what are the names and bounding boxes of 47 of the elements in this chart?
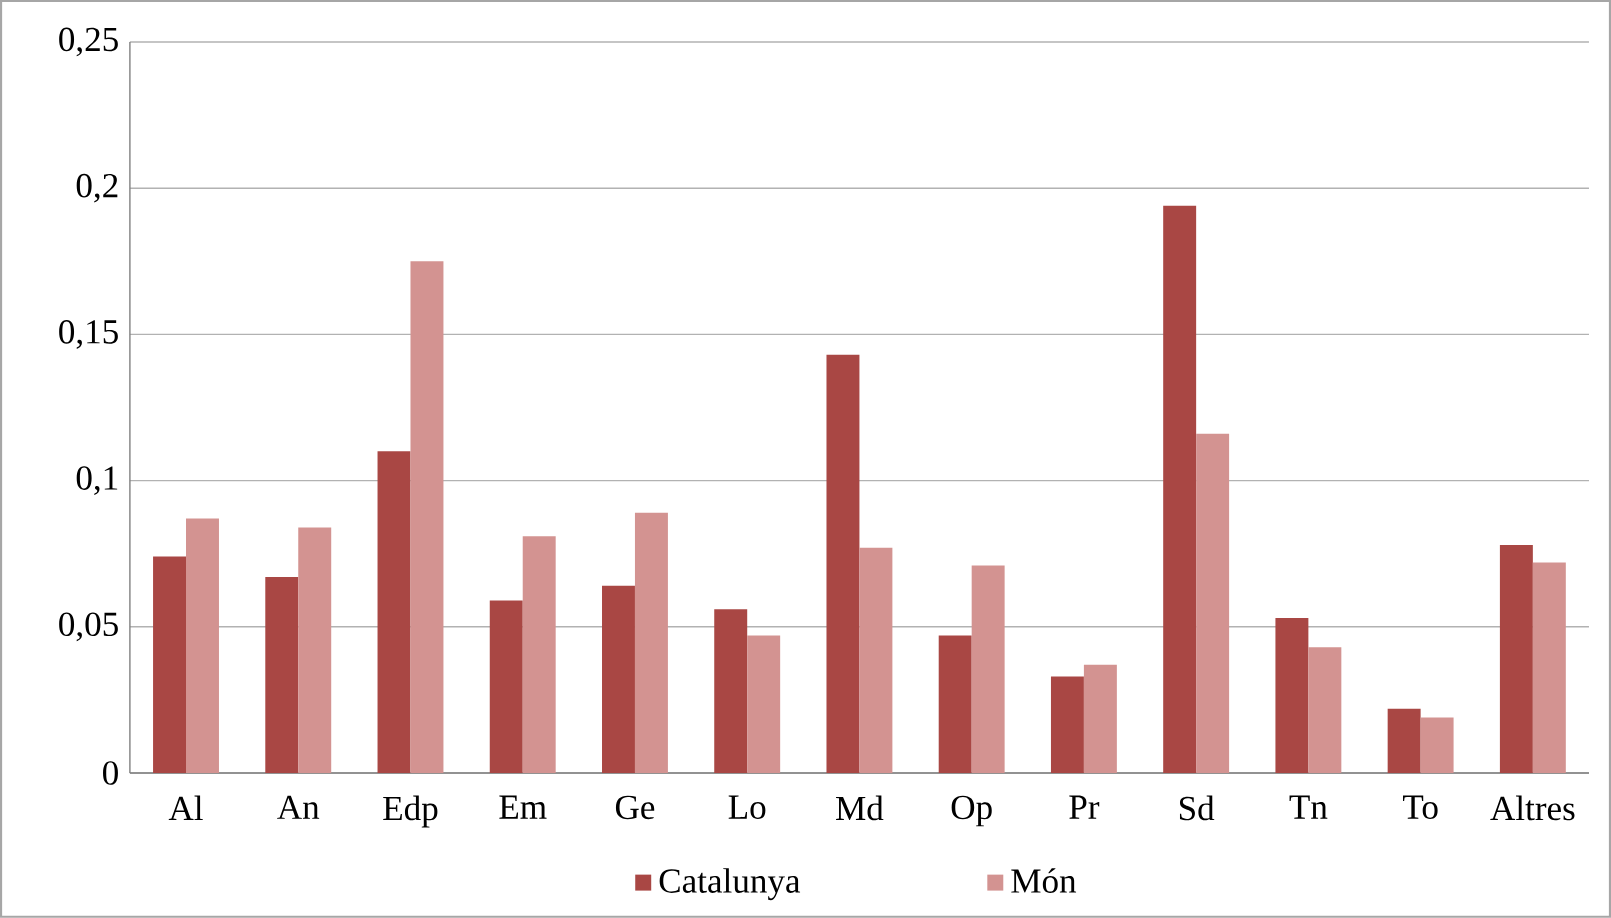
bar bbox=[1387, 708, 1421, 774]
x-tick-label: Em bbox=[499, 795, 547, 819]
bar bbox=[747, 635, 781, 774]
x-tick-label: Altres bbox=[1490, 795, 1575, 821]
y-tick-label: 0,1 bbox=[76, 466, 118, 496]
x-tick-label: To bbox=[1403, 795, 1438, 820]
bar bbox=[826, 354, 860, 774]
bar bbox=[1083, 664, 1117, 774]
bar bbox=[1499, 544, 1533, 774]
bar bbox=[602, 585, 635, 774]
x-tick-label: Op bbox=[951, 795, 992, 827]
x-tick-label: Ge bbox=[615, 795, 655, 820]
bar bbox=[1163, 205, 1197, 774]
bar bbox=[377, 451, 411, 774]
bar bbox=[265, 577, 299, 774]
x-tick-label: Al bbox=[168, 795, 203, 821]
x-tick-label: Pr bbox=[1069, 795, 1100, 819]
bar bbox=[410, 261, 444, 774]
y-tick-label: 0 bbox=[103, 761, 118, 785]
bar bbox=[1532, 562, 1566, 774]
x-tick-label: Edp bbox=[383, 795, 438, 828]
bar bbox=[859, 547, 893, 774]
bar bbox=[971, 565, 1005, 774]
bar bbox=[1050, 676, 1084, 774]
y-tick-label: 0,05 bbox=[59, 612, 118, 642]
bar bbox=[634, 512, 668, 774]
x-tick-label: Md bbox=[836, 795, 884, 821]
x-tick-label: Sd bbox=[1179, 795, 1215, 821]
bar bbox=[522, 536, 556, 774]
bar bbox=[186, 518, 219, 774]
bar bbox=[1308, 647, 1342, 774]
legend-label: Catalunya bbox=[659, 868, 801, 901]
bar bbox=[298, 527, 332, 774]
bar bbox=[938, 635, 972, 774]
bar bbox=[1275, 618, 1309, 774]
bar bbox=[714, 609, 748, 774]
y-tick-label: 0,15 bbox=[59, 320, 118, 349]
x-tick-label: An bbox=[277, 795, 320, 819]
y-tick-label: 0,2 bbox=[76, 173, 118, 203]
bar bbox=[1196, 433, 1230, 774]
y-tick-label: 0,25 bbox=[59, 27, 118, 57]
x-tick-label: Lo bbox=[728, 795, 766, 820]
legend-label: Món bbox=[1011, 868, 1077, 893]
bar bbox=[1420, 717, 1454, 774]
bar bbox=[153, 556, 187, 774]
x-tick-label: Tn bbox=[1289, 795, 1328, 819]
bar bbox=[489, 600, 523, 774]
